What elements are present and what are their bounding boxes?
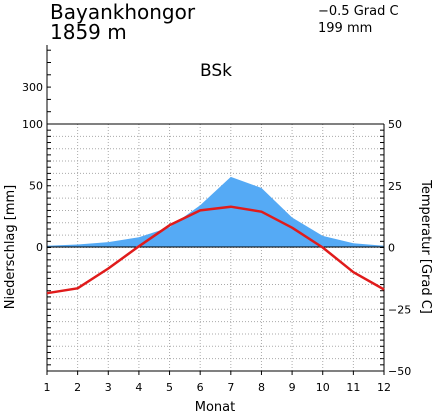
x-tick-label: 6: [197, 381, 204, 394]
precipitation-area: [47, 176, 384, 247]
right-tick-label: −25: [388, 303, 411, 316]
temperature-line: [46, 205, 385, 295]
right-tick-label: −50: [388, 365, 411, 378]
left-axis-title: Niederschlag [mm]: [3, 185, 18, 310]
x-tick-label: 3: [105, 381, 112, 394]
x-tick-label: 10: [316, 381, 330, 394]
x-tick-label: 9: [289, 381, 296, 394]
temperature-polyline: [46, 205, 385, 295]
left-tick-label: 50: [29, 180, 43, 193]
climate-class-label: BSk: [200, 61, 232, 81]
left-tick-label: 0: [36, 241, 43, 254]
axes: [46, 45, 385, 375]
x-tick-label: 7: [227, 381, 234, 394]
x-tick-label: 8: [258, 381, 265, 394]
annual-precipitation: 199 mm: [318, 21, 373, 36]
x-tick-label: 11: [346, 381, 360, 394]
station-elevation: 1859 m: [50, 20, 127, 44]
right-tick-label: 0: [388, 242, 395, 255]
right-tick-label: 25: [388, 180, 402, 193]
mean-temperature: −0.5 Grad C: [318, 4, 399, 19]
station-name: Bayankhongor: [50, 0, 196, 24]
right-axis-title: Temperatur [Grad C]: [418, 179, 433, 314]
left-tick-label: 300: [22, 81, 43, 94]
x-axis-title: Monat: [195, 400, 235, 415]
left-tick-label: 100: [22, 118, 43, 131]
x-tick-label: 2: [74, 381, 81, 394]
x-tick-label: 5: [166, 381, 173, 394]
x-tick-label: 4: [135, 381, 142, 394]
x-tick-label: 12: [377, 381, 391, 394]
x-tick-label: 1: [44, 381, 51, 394]
precipitation-fill: [47, 176, 384, 247]
right-tick-label: 50: [388, 118, 402, 131]
